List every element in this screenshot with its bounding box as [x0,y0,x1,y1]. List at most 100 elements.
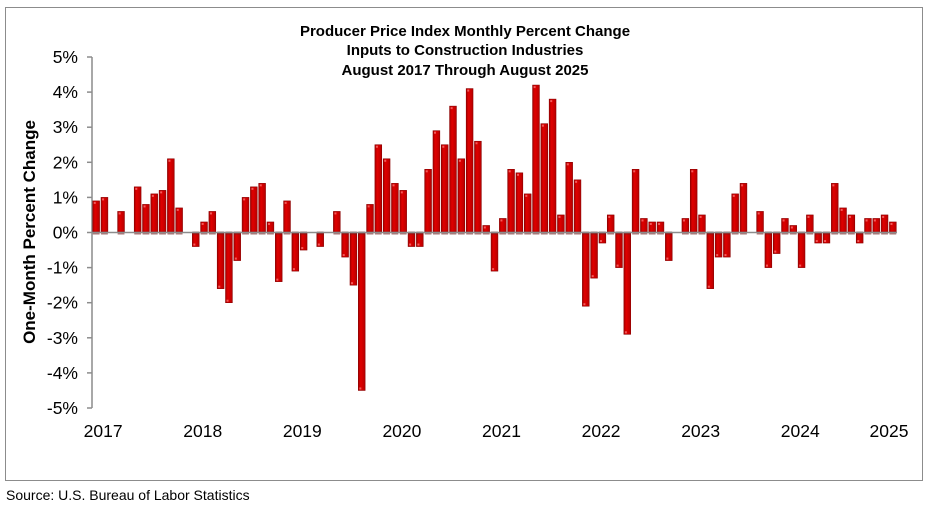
bar-highlight [342,254,345,257]
bar [117,211,125,233]
bar-highlight [226,299,229,302]
bar [208,211,217,233]
bar-highlight [168,159,171,162]
bar-highlight [550,100,553,103]
bar [275,232,283,282]
bar [349,232,358,286]
bar-highlight [276,278,279,281]
x-tick-label: 2018 [183,421,222,441]
bar [831,183,839,233]
y-tick-label: -2% [47,293,78,313]
y-tick-label: -4% [47,363,78,383]
bar [291,232,300,272]
bar-highlight [815,240,818,243]
bar [441,144,449,233]
bar [391,183,399,233]
bar-highlight [284,201,287,204]
bar-highlight [483,226,486,229]
bar-highlight [865,219,868,222]
bar [374,144,383,233]
bar-highlight [508,170,511,173]
bar [764,232,773,268]
bar-highlight [425,170,428,173]
y-tick-label: 1% [53,187,78,207]
y-tick-label: -5% [47,398,78,418]
bar-highlight [351,282,354,285]
bar [341,232,349,258]
bar-highlight [392,184,395,187]
bar-highlight [475,142,478,145]
bar [689,169,698,233]
bar-highlight [840,208,843,211]
x-tick-label: 2024 [781,421,820,441]
x-tick-label: 2023 [681,421,720,441]
bar [573,179,582,233]
bar-highlight [857,240,860,243]
bar-highlight [616,264,619,267]
y-axis: 5% 4% 3% 2% 1% 0% -1% -2% -3% -4% -5% [47,47,93,418]
bar-highlight [608,215,611,218]
bar [772,232,781,254]
bar-highlight [102,198,105,201]
x-tick-label: 2022 [582,421,621,441]
bar-highlight [799,264,802,267]
bar-highlight [566,163,569,166]
bar [739,183,748,233]
bar [399,190,407,233]
bar-highlight [334,212,337,215]
bar-highlight [243,198,246,201]
bar-highlight [367,205,370,208]
bar-highlight [583,303,586,306]
bar-highlight [599,240,602,243]
bar-highlight [492,268,495,271]
bar-highlight [658,222,661,225]
bar [258,183,266,233]
bar-highlight [533,86,536,89]
bar [158,190,167,233]
bar-highlight [176,208,179,211]
bar-highlight [135,187,138,190]
bar [424,169,432,233]
bar [490,232,499,272]
bar-highlight [641,219,644,222]
bar [507,169,515,233]
bar [241,197,250,233]
bar-highlight [699,215,702,218]
bar [474,140,482,233]
bar-highlight [234,257,237,260]
bar-highlight [143,205,146,208]
bar-highlight [251,187,254,190]
bar [465,88,474,233]
bar-highlight [93,201,96,204]
bar-highlight [375,145,378,148]
bar [449,105,457,233]
x-tick-label: 2025 [870,421,909,441]
bars [92,84,897,391]
bar [382,158,391,233]
bar-highlight [591,275,594,278]
bar [839,207,847,233]
x-tick-label: 2021 [482,421,521,441]
bar [623,232,631,335]
bar-highlight [774,250,777,253]
bar-highlight [458,159,461,162]
bar [540,123,548,233]
bar-highlight [848,215,851,218]
bar [631,169,640,233]
bar-highlight [558,215,561,218]
bar [333,211,341,233]
bar-highlight [732,194,735,197]
bar [432,130,441,233]
bar-highlight [824,240,827,243]
bar [167,158,175,233]
bar [590,232,598,279]
bar-highlight [832,184,835,187]
bar-highlight [201,222,204,225]
bar-highlight [359,387,362,390]
bar-highlight [151,194,154,197]
bar [706,232,714,289]
bar-highlight [434,131,437,134]
bar-highlight [384,159,387,162]
bar-highlight [790,226,793,229]
